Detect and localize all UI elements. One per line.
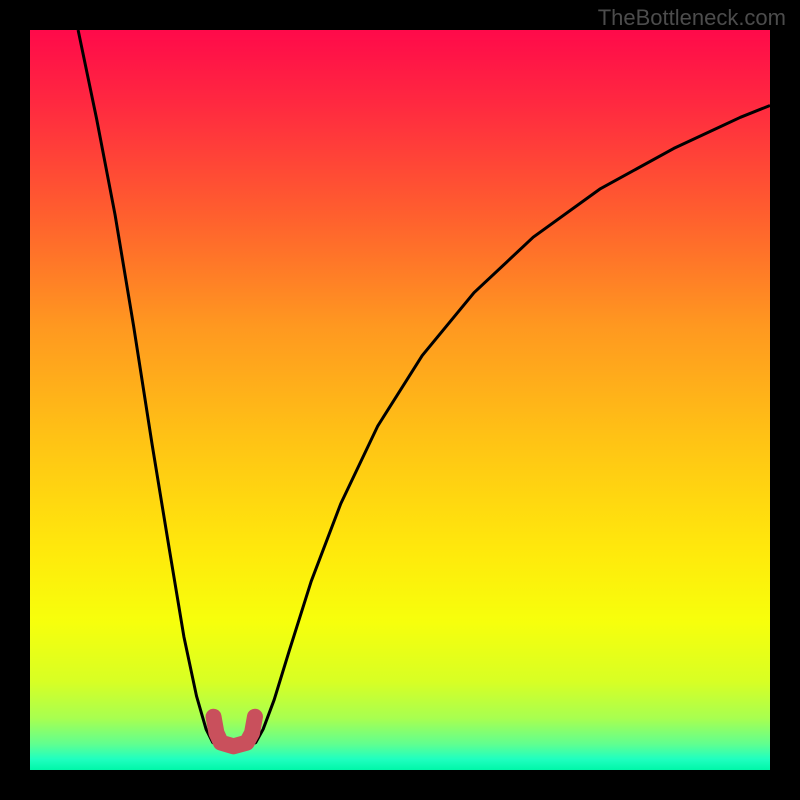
chart-root: { "watermark": { "text": "TheBottleneck.…	[0, 0, 800, 800]
plot-frame	[30, 30, 770, 770]
plot-area	[30, 30, 770, 770]
watermark-text: TheBottleneck.com	[598, 5, 786, 31]
bottleneck-curve	[78, 30, 770, 744]
valley-marker	[214, 717, 255, 747]
curve-layer	[30, 30, 770, 770]
